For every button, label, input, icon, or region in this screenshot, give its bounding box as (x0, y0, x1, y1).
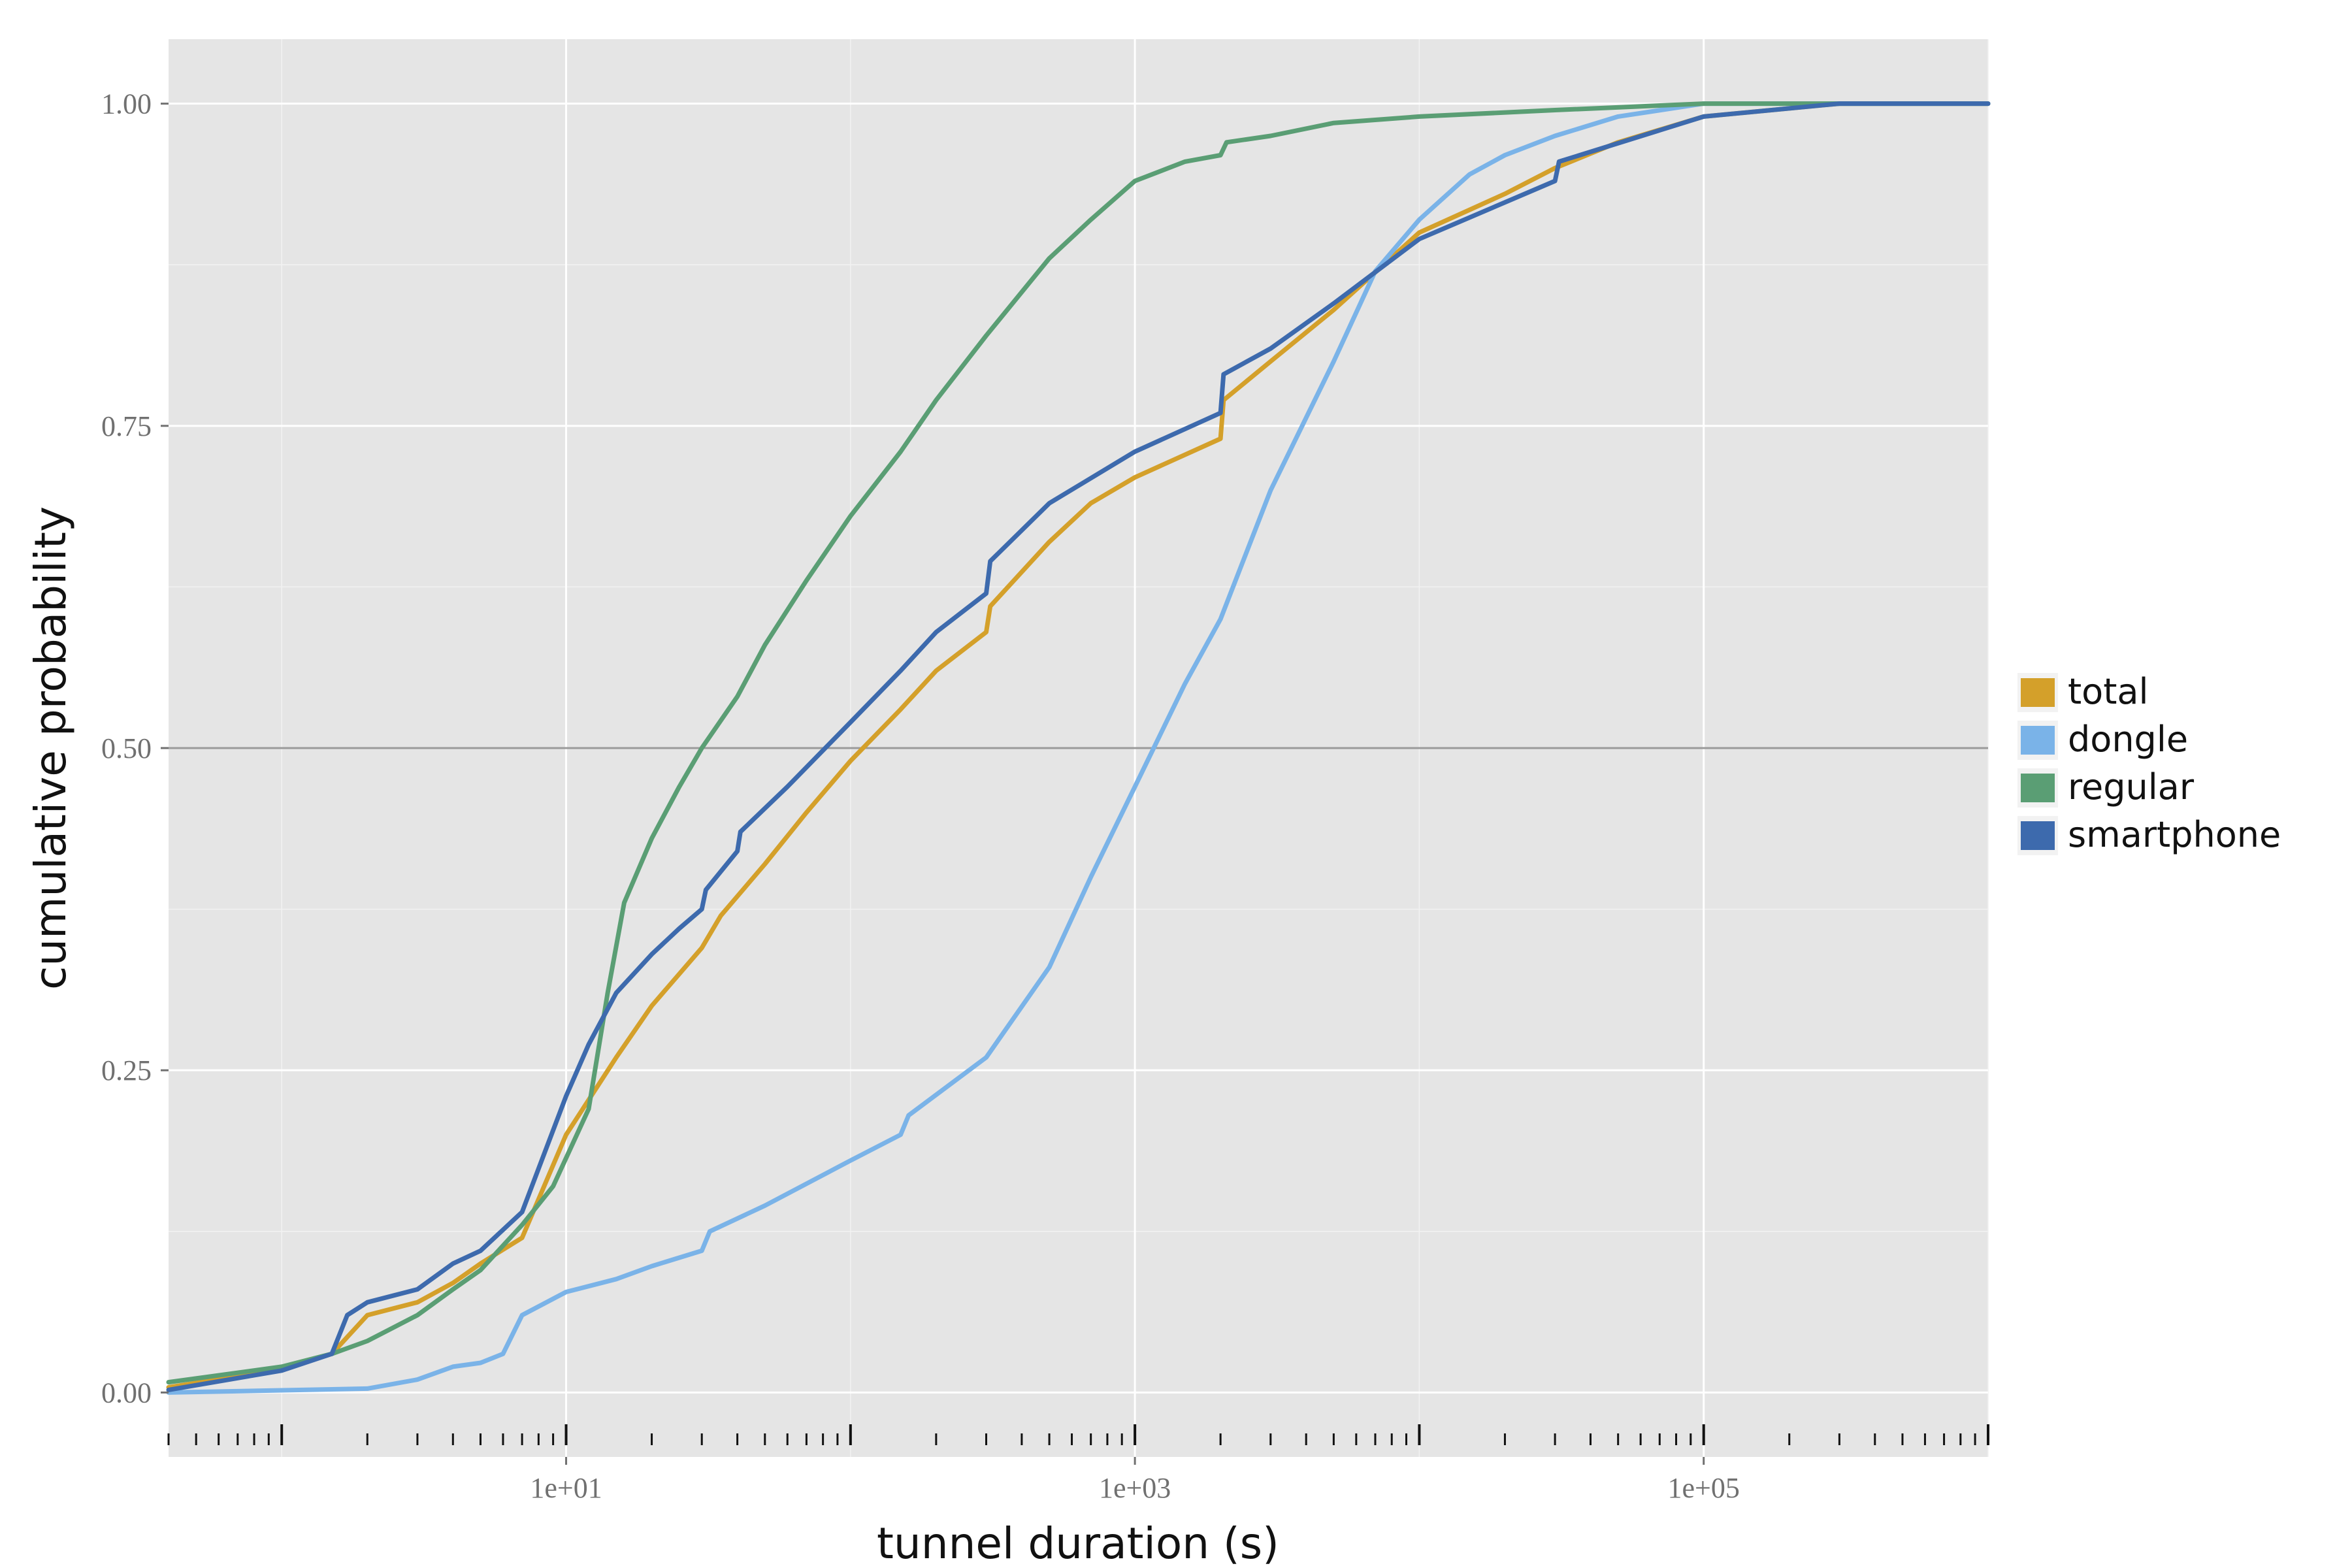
x-tick-label: 1e+03 (1099, 1472, 1171, 1504)
legend: total dongle regular smartphone (2017, 671, 2281, 855)
legend-swatch-dongle (2021, 726, 2055, 755)
y-tick-label: 1.00 (101, 88, 152, 120)
legend-label-dongle: dongle (2068, 719, 2188, 760)
x-tick-label: 1e+05 (1668, 1472, 1740, 1504)
legend-swatch-regular (2021, 774, 2055, 802)
y-tick-label: 0.25 (101, 1054, 152, 1086)
x-axis-ticks: 1e+01 1e+03 1e+05 (167, 1424, 1989, 1504)
y-axis-title: cumulative probability (25, 506, 76, 990)
x-tick-label: 1e+01 (530, 1472, 602, 1504)
series-lines (166, 101, 1991, 1395)
series-line-smartphone (166, 101, 1991, 1392)
y-tick-label: 0.00 (101, 1377, 152, 1409)
legend-swatch-total (2021, 678, 2055, 707)
series-line-total (166, 101, 1991, 1390)
legend-label-total: total (2068, 671, 2148, 712)
y-tick-label: 0.75 (101, 410, 152, 442)
x-axis-title: tunnel duration (s) (877, 1518, 1279, 1568)
y-tick-label: 0.50 (101, 732, 152, 764)
series-line-dongle (166, 101, 1991, 1395)
y-axis-ticks: 0.00 0.25 0.50 0.75 1.00 (101, 88, 169, 1409)
series-line-regular (166, 101, 1991, 1385)
legend-label-smartphone: smartphone (2068, 814, 2281, 855)
legend-label-regular: regular (2068, 766, 2195, 808)
legend-swatch-smartphone (2021, 821, 2055, 850)
